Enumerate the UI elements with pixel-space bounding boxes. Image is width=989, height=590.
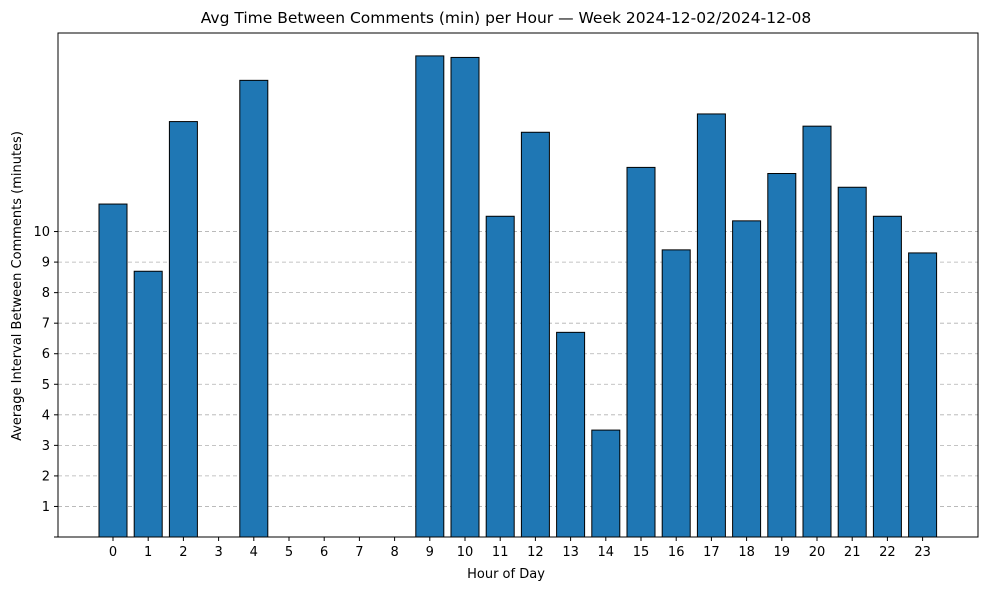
y-tick-label: 1 [42, 500, 50, 515]
x-tick-label: 10 [457, 545, 474, 560]
x-tick-label: 6 [320, 545, 328, 560]
x-tick-label: 19 [774, 545, 791, 560]
x-tick-label: 22 [879, 545, 896, 560]
y-tick-label: 10 [33, 225, 50, 240]
bar-hour-4 [239, 79, 269, 538]
bar-hour-12 [520, 131, 550, 538]
bar-hour-0 [98, 203, 128, 538]
x-tick-label: 8 [390, 545, 398, 560]
x-tick-label: 1 [144, 545, 152, 560]
bar-hour-18 [732, 220, 762, 538]
bar-hour-20 [802, 125, 832, 538]
x-tick-label: 4 [250, 545, 258, 560]
y-axis: 1 2 3 4 5 6 7 8 9 10 [33, 225, 58, 538]
chart-title: Avg Time Between Comments (min) per Hour… [201, 9, 812, 27]
x-axis: 0 1 2 3 4 5 6 7 8 9 10 11 12 13 14 15 16 17 18 19 20 21 22 23 [109, 537, 931, 560]
x-tick-label: 0 [109, 545, 117, 560]
x-tick-label: 16 [668, 545, 685, 560]
bar-hour-17 [696, 113, 726, 538]
x-tick-label: 2 [179, 545, 187, 560]
y-tick-label: 3 [42, 439, 50, 454]
y-axis-label: Average Interval Between Comments (minut… [10, 131, 25, 441]
bar-hour-9 [415, 55, 445, 538]
bar-hour-14 [591, 429, 621, 538]
bar-hour-1 [133, 270, 163, 538]
bar-hour-13 [556, 331, 586, 538]
y-tick-label: 8 [42, 286, 50, 301]
x-tick-label: 15 [633, 545, 650, 560]
bar-hour-23 [908, 252, 938, 538]
y-tick-label: 2 [42, 469, 50, 484]
x-tick-label: 5 [285, 545, 293, 560]
plot-frame [57, 32, 979, 538]
x-tick-label: 7 [355, 545, 363, 560]
bars [98, 55, 938, 538]
bar-hour-2 [168, 121, 198, 538]
x-tick-label: 17 [703, 545, 720, 560]
y-tick-label: 6 [42, 347, 50, 362]
x-tick-label: 23 [914, 545, 931, 560]
x-tick-label: 12 [527, 545, 544, 560]
bar-hour-19 [767, 173, 797, 538]
bar-hour-10 [450, 56, 480, 538]
bar-hour-15 [626, 166, 656, 538]
x-tick-label: 13 [562, 545, 579, 560]
y-tick-label: 5 [42, 378, 50, 393]
bar-hour-21 [837, 186, 867, 538]
x-axis-label: Hour of Day [467, 567, 545, 582]
bar-hour-22 [872, 215, 902, 538]
x-tick-label: 11 [492, 545, 509, 560]
x-tick-label: 20 [809, 545, 826, 560]
bar-hour-16 [661, 249, 691, 538]
x-tick-label: 18 [738, 545, 755, 560]
x-tick-label: 3 [214, 545, 222, 560]
x-tick-label: 9 [426, 545, 434, 560]
bar-hour-11 [485, 215, 515, 538]
y-tick-label: 7 [42, 317, 50, 332]
x-tick-label: 21 [844, 545, 861, 560]
y-tick-label: 9 [42, 256, 50, 271]
y-tick-label: 4 [42, 408, 50, 423]
x-tick-label: 14 [598, 545, 615, 560]
